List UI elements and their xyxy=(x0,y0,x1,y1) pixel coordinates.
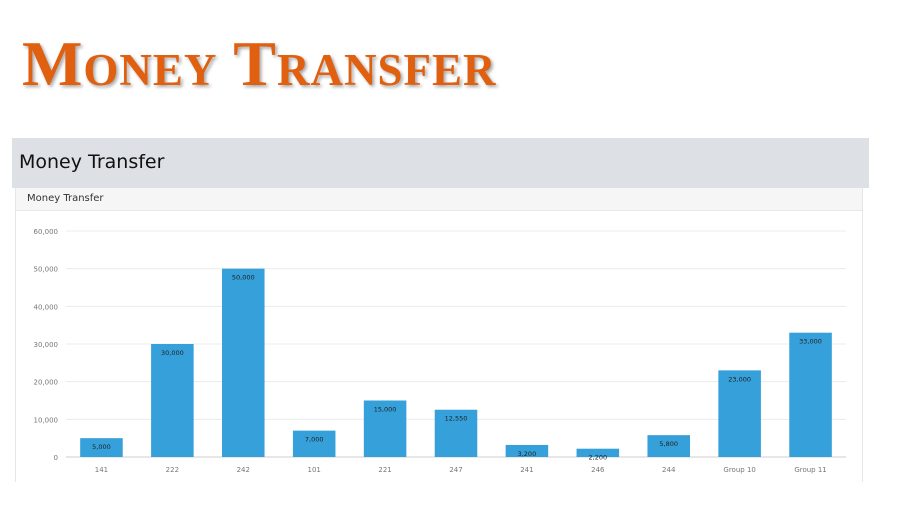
bar xyxy=(80,438,123,457)
y-tick-label: 40,000 xyxy=(34,303,59,311)
x-tick-label: 241 xyxy=(520,466,533,474)
x-tick-label: 247 xyxy=(449,466,462,474)
data-label: 15,000 xyxy=(374,406,397,414)
data-label: 3,200 xyxy=(518,450,537,458)
bar xyxy=(789,332,832,457)
data-label: 23,000 xyxy=(728,375,751,383)
x-tick-label: 246 xyxy=(591,466,605,474)
panel-title: Money Transfer xyxy=(12,138,869,188)
bar-chart: 0 10,000 20,000 30,000 40,000 50,000 60,000 5,0… xyxy=(34,228,846,474)
x-tick-label: Group 11 xyxy=(794,466,826,474)
y-tick-label: 20,000 xyxy=(34,379,59,387)
y-tick-label: 10,000 xyxy=(34,416,59,424)
bar xyxy=(292,430,336,457)
bar xyxy=(363,400,407,457)
chart-panel: Money Transfer Money Transfer 0 10,000 20,… xyxy=(12,138,869,482)
bar xyxy=(505,444,549,457)
y-tick-label: 60,000 xyxy=(34,228,59,236)
x-tick-label: 242 xyxy=(237,466,250,474)
y-tick-label: 30,000 xyxy=(34,341,59,349)
data-label: 12,550 xyxy=(445,415,468,423)
x-tick-label: Group 10 xyxy=(723,466,755,474)
chart-card: Money Transfer 0 10,000 20,000 30,000 40,000… xyxy=(15,188,863,482)
bar xyxy=(434,409,478,457)
y-tick-label: 50,000 xyxy=(34,266,59,274)
data-label: 50,000 xyxy=(232,274,255,282)
slide-title: Money Transfer xyxy=(22,28,497,99)
bar xyxy=(718,370,761,457)
x-tick-label: 222 xyxy=(166,466,179,474)
data-label: 7,000 xyxy=(305,436,324,444)
card-title: Money Transfer xyxy=(16,188,862,211)
data-label: 30,000 xyxy=(161,349,184,357)
data-label: 2,200 xyxy=(589,454,608,462)
bar xyxy=(647,435,690,457)
x-tick-label: 244 xyxy=(662,466,676,474)
data-label: 5,000 xyxy=(92,443,111,451)
bar xyxy=(151,344,194,457)
y-tick-label: 0 xyxy=(54,454,58,462)
data-label: 33,000 xyxy=(799,338,822,346)
bar xyxy=(576,448,620,457)
x-tick-label: 141 xyxy=(95,466,108,474)
x-tick-label: 101 xyxy=(307,466,320,474)
bar xyxy=(222,268,265,457)
x-tick-label: 221 xyxy=(378,466,391,474)
data-label: 5,800 xyxy=(659,440,678,448)
